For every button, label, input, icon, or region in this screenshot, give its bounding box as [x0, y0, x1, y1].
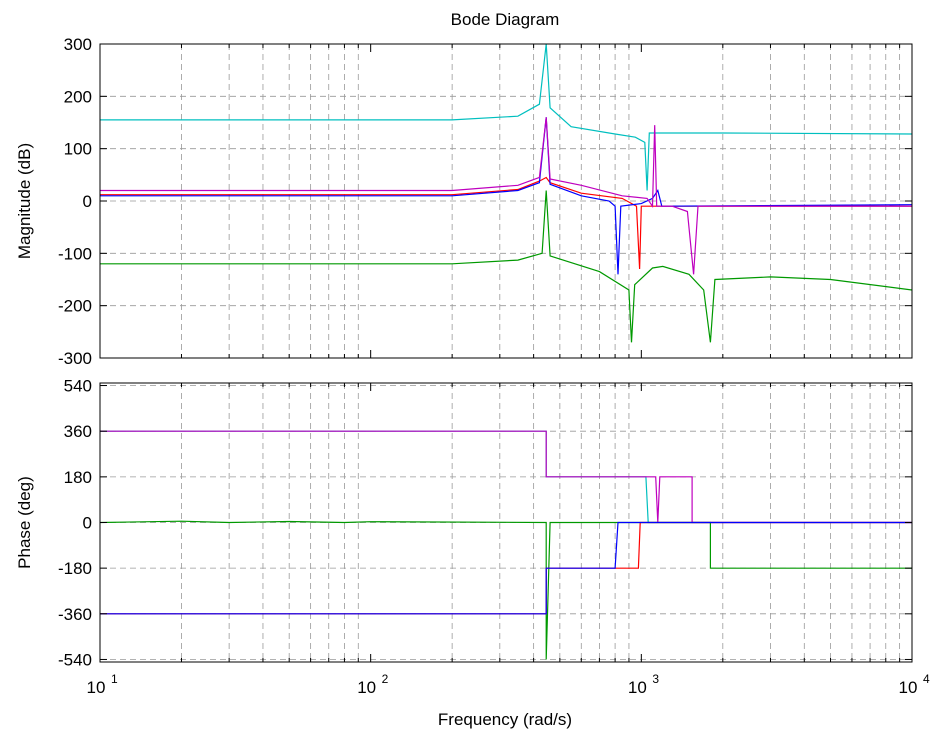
series-group [100, 44, 912, 343]
x-axis-label: Frequency (rad/s) [438, 710, 572, 729]
y-tick-label: -100 [58, 244, 92, 263]
series-line-blue [100, 521, 912, 615]
x-tick-exponent: 1 [111, 672, 118, 686]
x-tick-exponent: 4 [923, 672, 930, 686]
x-tick-label: 10 3 [628, 672, 659, 697]
y-tick-label: -180 [58, 559, 92, 578]
x-tick-base: 10 [87, 678, 106, 697]
y-tick-label: -300 [58, 349, 92, 368]
panel-phase: -540 -360 -180 0 180 360 540 Phase (deg) [15, 377, 913, 669]
panel-magnitude: -300 -200 -100 0 100 200 300 Magnitude (dB) [15, 35, 913, 368]
y-tick-label: 0 [83, 514, 92, 533]
x-tick-exponent: 3 [652, 672, 659, 686]
y-tick-label: 360 [64, 422, 92, 441]
x-tick-exponent: 2 [382, 672, 389, 686]
y-tick-label: -200 [58, 297, 92, 316]
series-line-magenta [100, 117, 912, 275]
y-tick-label: 300 [64, 35, 92, 54]
y-tick-label: 100 [64, 140, 92, 159]
series-line-green [100, 520, 912, 660]
x-tick-label: 10 1 [87, 672, 118, 697]
series-line-red [100, 176, 912, 270]
x-tick-base: 10 [628, 678, 647, 697]
chart-title: Bode Diagram [451, 10, 560, 29]
y-tick-label: -360 [58, 605, 92, 624]
y-axis-label: Magnitude (dB) [15, 143, 34, 259]
y-tick-label: -540 [58, 650, 92, 669]
y-tick-label: 200 [64, 87, 92, 106]
series-group [100, 430, 912, 660]
x-tick-label: 10 2 [357, 672, 388, 697]
series-line-green [100, 190, 912, 343]
series-line-blue [100, 117, 912, 275]
y-axis-label: Phase (deg) [15, 476, 34, 569]
y-tick-label: 180 [64, 468, 92, 487]
x-tick-label: 10 4 [899, 672, 930, 697]
x-tick-base: 10 [357, 678, 376, 697]
series-line-cyan [100, 44, 912, 191]
x-tick-base: 10 [899, 678, 918, 697]
y-tick-label: 540 [64, 377, 92, 396]
y-tick-label: 0 [83, 192, 92, 211]
